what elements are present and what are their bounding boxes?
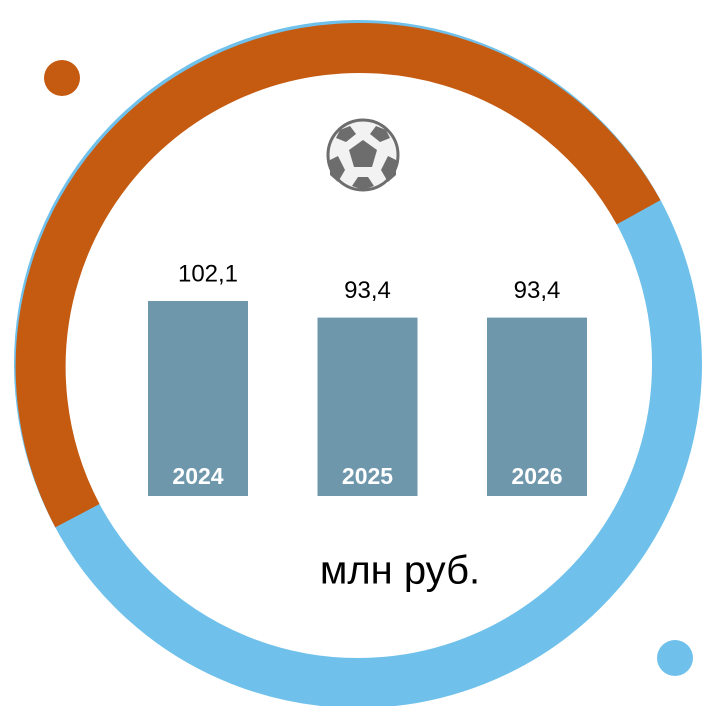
category-label: 2025 — [342, 463, 393, 489]
dot-orange — [44, 60, 80, 96]
ring-orange — [15, 23, 661, 528]
bar — [317, 317, 418, 496]
category-label: 2026 — [511, 463, 562, 489]
value-label: 93,4 — [344, 277, 391, 304]
soccer-ball-icon — [326, 118, 400, 192]
value-label: 93,4 — [514, 277, 561, 304]
category-label: 2024 — [172, 463, 223, 489]
unit-label: млн руб. — [320, 549, 480, 593]
bar — [487, 317, 587, 496]
value-label: 102,1 — [178, 260, 238, 287]
bar — [148, 300, 248, 496]
dot-blue — [657, 640, 693, 676]
